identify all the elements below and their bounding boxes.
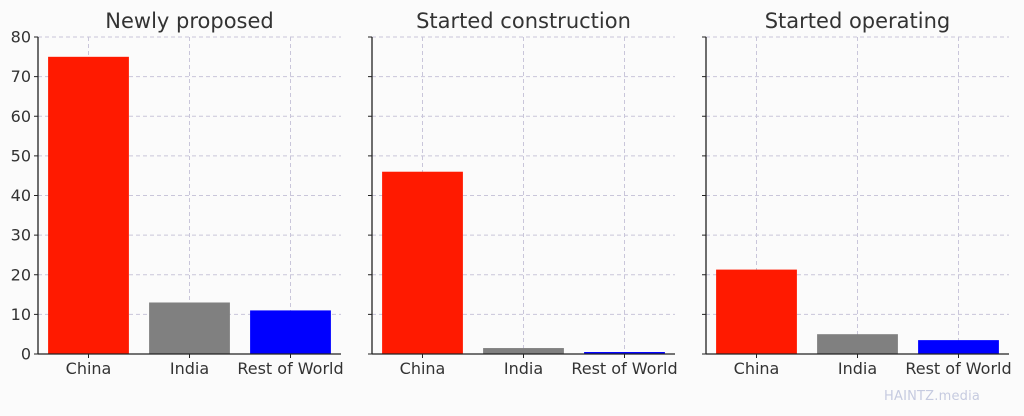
y-tick-label: 20 [11, 265, 31, 284]
x-tick-label: Rest of World [905, 359, 1011, 378]
bar-china [382, 171, 463, 354]
chart-panel-3: China India Rest of World Started operating [702, 9, 1012, 378]
watermark: HAINTZ.media [884, 389, 981, 404]
y-tick-label: 30 [11, 226, 31, 245]
x-tick-label: India [504, 359, 543, 378]
panel-title: Newly proposed [105, 9, 273, 33]
bar-china [716, 269, 797, 354]
y-tick-label: 50 [11, 146, 31, 165]
bar-india [149, 302, 230, 354]
x-tick-label: India [838, 359, 877, 378]
y-tick-label: 80 [11, 28, 31, 47]
y-tick-label: 40 [11, 186, 31, 205]
bar-rest-of-world [584, 352, 665, 354]
x-tick-label: India [170, 359, 209, 378]
bar-india [483, 348, 564, 354]
x-tick-label: China [66, 359, 112, 378]
bar-india [817, 334, 898, 354]
chart-panel-1: 0 10 20 30 40 50 60 70 80 China India Rest of World… [11, 9, 344, 378]
panel-title: Started operating [765, 9, 951, 33]
bar-rest-of-world [918, 340, 999, 354]
x-tick-label: China [400, 359, 446, 378]
y-tick-label: 70 [11, 67, 31, 86]
bar-china [48, 56, 129, 354]
x-tick-label: China [734, 359, 780, 378]
x-tick-label: Rest of World [571, 359, 677, 378]
y-tick-label: 10 [11, 305, 31, 324]
chart-panel-2: China India Rest of World Started construct… [368, 9, 678, 378]
panel-title: Started construction [416, 9, 631, 33]
x-tick-label: Rest of World [237, 359, 343, 378]
bar-rest-of-world [250, 310, 331, 354]
y-tick-label: 60 [11, 107, 31, 126]
y-tick-label: 0 [21, 345, 31, 364]
